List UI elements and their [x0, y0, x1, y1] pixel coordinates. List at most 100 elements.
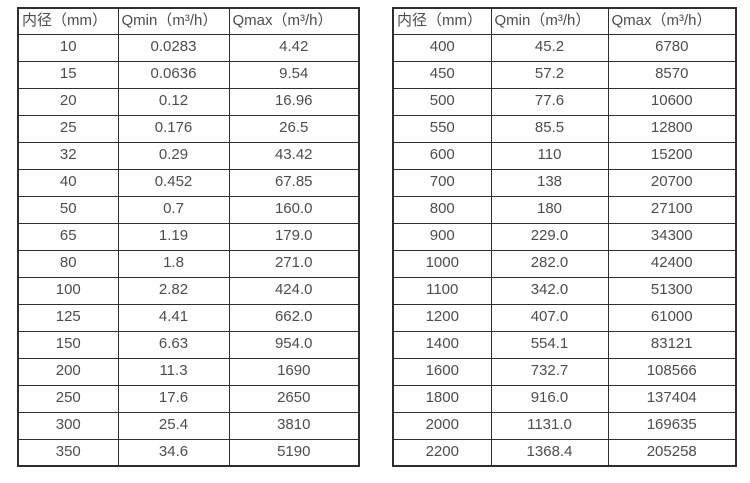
table-cell: 11.3	[117, 357, 230, 386]
table-cell: 200	[17, 357, 119, 386]
table-cell: 0.0283	[117, 33, 230, 62]
table-cell: 15200	[607, 141, 737, 170]
table-row: 50 0.7 160.0	[17, 195, 360, 224]
table-cell: 85.5	[490, 114, 609, 143]
flow-spec-table-small-diameters: 内径（mm） Qmin（m³/h） Qmax（m³/h） 10 0.0283 4.42 1…	[17, 7, 360, 467]
table-cell: 0.0636	[117, 60, 230, 89]
table-cell: 2000	[392, 411, 492, 440]
table-row: 1800 916.0 137404	[392, 384, 737, 413]
table-cell: 1690	[228, 357, 360, 386]
column-header: Qmax（m³/h）	[228, 7, 360, 35]
table-cell: 500	[392, 87, 492, 116]
table-row: 2200 1368.4 205258	[392, 438, 737, 467]
flow-spec-table-large-diameters: 内径（mm） Qmin（m³/h） Qmax（m³/h） 400 45.2 6780 45…	[392, 7, 737, 467]
table-cell: 732.7	[490, 357, 609, 386]
table-row: 25 0.176 26.5	[17, 114, 360, 143]
table-cell: 1.8	[117, 249, 230, 278]
table-row: 200 11.3 1690	[17, 357, 360, 386]
table-cell: 450	[392, 60, 492, 89]
table-cell: 250	[17, 384, 119, 413]
flow-spec-page: 内径（mm） Qmin（m³/h） Qmax（m³/h） 10 0.0283 4.42 1…	[17, 7, 737, 467]
table-cell: 600	[392, 141, 492, 170]
table-row: 250 17.6 2650	[17, 384, 360, 413]
table-cell: 1368.4	[490, 438, 609, 467]
table-cell: 26.5	[228, 114, 360, 143]
table-cell: 1600	[392, 357, 492, 386]
table-cell: 2.82	[117, 276, 230, 305]
table-row: 1100 342.0 51300	[392, 276, 737, 305]
table-cell: 50	[17, 195, 119, 224]
table-row: 150 6.63 954.0	[17, 330, 360, 359]
table-cell: 424.0	[228, 276, 360, 305]
table-cell: 43.42	[228, 141, 360, 170]
table-cell: 800	[392, 195, 492, 224]
table-cell: 137404	[607, 384, 737, 413]
table-cell: 15	[17, 60, 119, 89]
table-row: 65 1.19 179.0	[17, 222, 360, 251]
table-cell: 550	[392, 114, 492, 143]
table-cell: 1400	[392, 330, 492, 359]
table-cell: 700	[392, 168, 492, 197]
table-cell: 916.0	[490, 384, 609, 413]
table-cell: 12800	[607, 114, 737, 143]
table-row: 10 0.0283 4.42	[17, 33, 360, 62]
table-cell: 0.29	[117, 141, 230, 170]
header-row: 内径（mm） Qmin（m³/h） Qmax（m³/h）	[17, 7, 360, 35]
table-cell: 1800	[392, 384, 492, 413]
table-row: 40 0.452 67.85	[17, 168, 360, 197]
table-cell: 0.7	[117, 195, 230, 224]
table-row: 900 229.0 34300	[392, 222, 737, 251]
table-cell: 4.41	[117, 303, 230, 332]
table-cell: 6780	[607, 33, 737, 62]
table-row: 400 45.2 6780	[392, 33, 737, 62]
table-cell: 205258	[607, 438, 737, 467]
table-cell: 6.63	[117, 330, 230, 359]
table-row: 100 2.82 424.0	[17, 276, 360, 305]
table-row: 1600 732.7 108566	[392, 357, 737, 386]
table-cell: 662.0	[228, 303, 360, 332]
table-cell: 61000	[607, 303, 737, 332]
table-cell: 57.2	[490, 60, 609, 89]
table-cell: 125	[17, 303, 119, 332]
table-row: 450 57.2 8570	[392, 60, 737, 89]
table-cell: 8570	[607, 60, 737, 89]
table-row: 80 1.8 271.0	[17, 249, 360, 278]
table-cell: 20700	[607, 168, 737, 197]
table-row: 350 34.6 5190	[17, 438, 360, 467]
table-cell: 554.1	[490, 330, 609, 359]
table-cell: 9.54	[228, 60, 360, 89]
column-header: 内径（mm）	[17, 7, 119, 35]
table-cell: 229.0	[490, 222, 609, 251]
table-cell: 0.12	[117, 87, 230, 116]
table-cell: 1.19	[117, 222, 230, 251]
table-row: 500 77.6 10600	[392, 87, 737, 116]
table-body: 400 45.2 6780 450 57.2 8570 500 77.6 10600 550 85.…	[392, 33, 737, 467]
table-cell: 3810	[228, 411, 360, 440]
table-cell: 77.6	[490, 87, 609, 116]
table-row: 300 25.4 3810	[17, 411, 360, 440]
table-cell: 25	[17, 114, 119, 143]
table-cell: 45.2	[490, 33, 609, 62]
table-cell: 138	[490, 168, 609, 197]
table-row: 550 85.5 12800	[392, 114, 737, 143]
table-cell: 160.0	[228, 195, 360, 224]
column-header: Qmin（m³/h）	[490, 7, 609, 35]
table-cell: 0.452	[117, 168, 230, 197]
table-cell: 108566	[607, 357, 737, 386]
table-cell: 67.85	[228, 168, 360, 197]
table-cell: 80	[17, 249, 119, 278]
table-row: 125 4.41 662.0	[17, 303, 360, 332]
table-cell: 350	[17, 438, 119, 467]
table-row: 700 138 20700	[392, 168, 737, 197]
table-row: 32 0.29 43.42	[17, 141, 360, 170]
table-cell: 65	[17, 222, 119, 251]
table-cell: 83121	[607, 330, 737, 359]
table-row: 1400 554.1 83121	[392, 330, 737, 359]
table-cell: 1131.0	[490, 411, 609, 440]
table-cell: 110	[490, 141, 609, 170]
table-cell: 42400	[607, 249, 737, 278]
table-cell: 10	[17, 33, 119, 62]
column-header: Qmin（m³/h）	[117, 7, 230, 35]
column-header: 内径（mm）	[392, 7, 492, 35]
table-cell: 10600	[607, 87, 737, 116]
